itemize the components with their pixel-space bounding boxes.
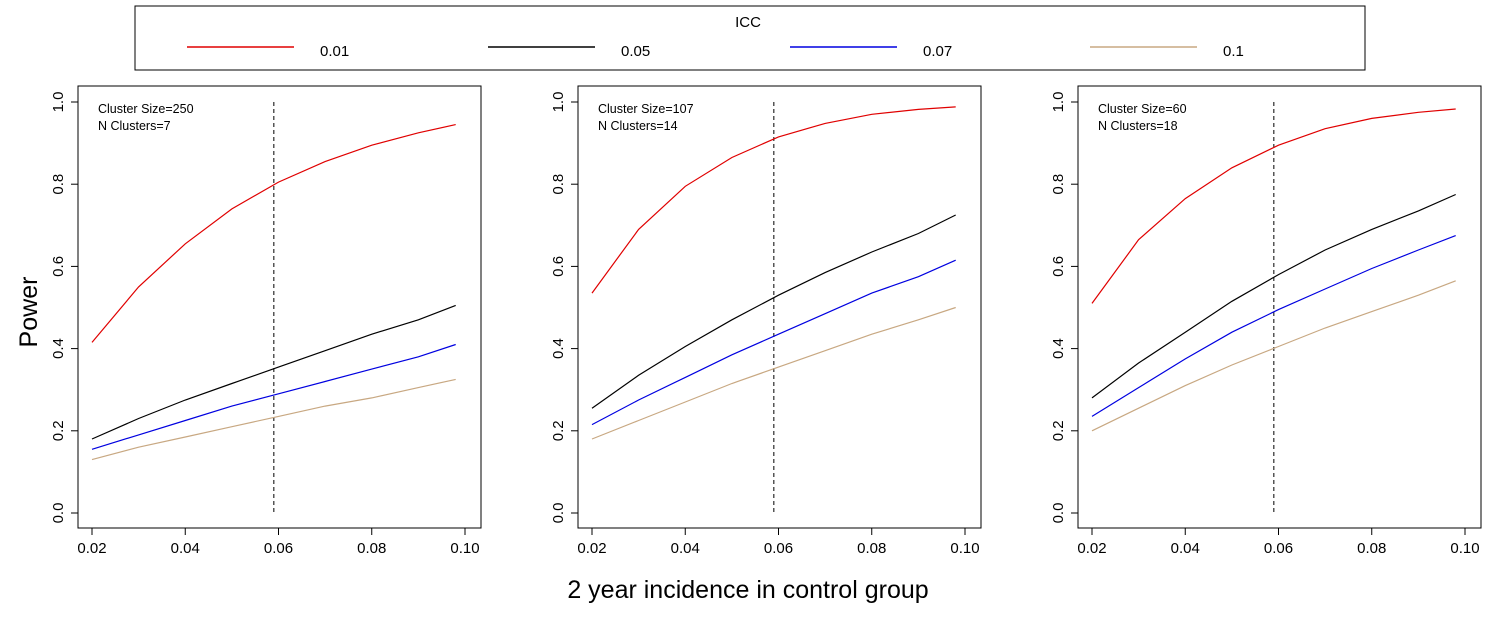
series-line-icc-0.07 <box>1091 235 1456 417</box>
panel-annotation: N Clusters=18 <box>1098 119 1178 133</box>
legend-entry: 0.05 <box>488 43 650 60</box>
legend-title: ICC <box>735 14 761 31</box>
legend: ICC 0.01 0.05 0.07 0.1 <box>134 5 1366 71</box>
y-tick-label: 1.0 <box>50 92 67 113</box>
x-tick-label: 0.08 <box>857 540 886 557</box>
legend-entry: 0.01 <box>187 43 349 60</box>
y-tick-label: 0.8 <box>50 174 67 195</box>
series-line-icc-0.07 <box>591 259 956 426</box>
panel-annotation: N Clusters=14 <box>598 119 678 133</box>
x-tick-label: 0.04 <box>671 540 700 557</box>
series-line-icc-0.1 <box>1091 280 1456 432</box>
panel-annotation: Cluster Size=107 <box>598 102 694 116</box>
y-tick-label: 1.0 <box>1050 92 1067 113</box>
x-tick-label: 0.10 <box>450 540 479 557</box>
y-tick-label: 0.2 <box>50 420 67 441</box>
y-tick-label: 0.2 <box>1050 420 1067 441</box>
y-tick-label: 0.0 <box>50 503 67 524</box>
panel-annotation: Cluster Size=250 <box>98 102 194 116</box>
panels: 0.02 0.04 0.06 0.08 0.10 0.0 0.2 0.4 0.6 0.8 1.0 Cl… <box>50 85 1482 557</box>
x-tick-label: 0.10 <box>950 540 979 557</box>
y-tick-label: 0.0 <box>1050 503 1067 524</box>
y-tick-label: 0.4 <box>1050 338 1067 359</box>
x-tick-label: 0.04 <box>1171 540 1200 557</box>
x-tick-label: 0.08 <box>1357 540 1386 557</box>
x-tick-label: 0.08 <box>357 540 386 557</box>
x-tick-label: 0.06 <box>264 540 293 557</box>
series-line-icc-0.07 <box>91 343 456 450</box>
series-line-icc-0.05 <box>1091 193 1456 399</box>
x-tick-label: 0.04 <box>171 540 200 557</box>
y-tick-label: 0.8 <box>1050 174 1067 195</box>
series-line-icc-0.01 <box>1091 108 1456 304</box>
x-tick-label: 0.06 <box>1264 540 1293 557</box>
legend-label: 0.01 <box>320 43 349 60</box>
legend-frame <box>134 5 1366 71</box>
y-tick-label: 0.4 <box>550 338 567 359</box>
y-axis-title: Power <box>15 277 43 348</box>
plot-frame <box>77 85 482 529</box>
series-line-icc-0.05 <box>91 304 456 440</box>
x-axis-title: 2 year incidence in control group <box>567 576 928 604</box>
x-tick-label: 0.02 <box>577 540 606 557</box>
y-tick-label: 0.6 <box>50 256 67 277</box>
plot-frame <box>577 85 982 529</box>
x-tick-label: 0.02 <box>1077 540 1106 557</box>
panel-annotation: N Clusters=7 <box>98 119 171 133</box>
series-line-icc-0.1 <box>591 306 956 440</box>
series-line-icc-0.01 <box>91 124 456 343</box>
y-tick-label: 1.0 <box>550 92 567 113</box>
legend-label: 0.1 <box>1223 43 1244 60</box>
series-line-icc-0.1 <box>91 378 456 461</box>
panel-annotation: Cluster Size=60 <box>1098 102 1187 116</box>
plot-frame <box>1077 85 1482 529</box>
legend-entry: 0.1 <box>1090 43 1244 60</box>
y-tick-label: 0.0 <box>550 503 567 524</box>
y-tick-label: 0.6 <box>550 256 567 277</box>
legend-entries: 0.01 0.05 0.07 0.1 <box>187 43 1244 60</box>
x-tick-label: 0.10 <box>1450 540 1479 557</box>
series-line-icc-0.01 <box>591 106 956 294</box>
panel-3: 0.02 0.04 0.06 0.08 0.10 0.0 0.2 0.4 0.6 0.8 1.0 Cl… <box>1050 85 1482 557</box>
x-tick-label: 0.06 <box>764 540 793 557</box>
panel-2: 0.02 0.04 0.06 0.08 0.10 0.0 0.2 0.4 0.6 0.8 1.0 Cl… <box>550 85 982 557</box>
y-tick-label: 0.2 <box>550 420 567 441</box>
y-tick-label: 0.8 <box>550 174 567 195</box>
legend-label: 0.05 <box>621 43 650 60</box>
legend-entry: 0.07 <box>790 43 952 60</box>
series-line-icc-0.05 <box>591 214 956 409</box>
legend-label: 0.07 <box>923 43 952 60</box>
panel-1: 0.02 0.04 0.06 0.08 0.10 0.0 0.2 0.4 0.6 0.8 1.0 Cl… <box>50 85 482 557</box>
y-tick-label: 0.4 <box>50 338 67 359</box>
y-tick-label: 0.6 <box>1050 256 1067 277</box>
x-tick-label: 0.02 <box>77 540 106 557</box>
